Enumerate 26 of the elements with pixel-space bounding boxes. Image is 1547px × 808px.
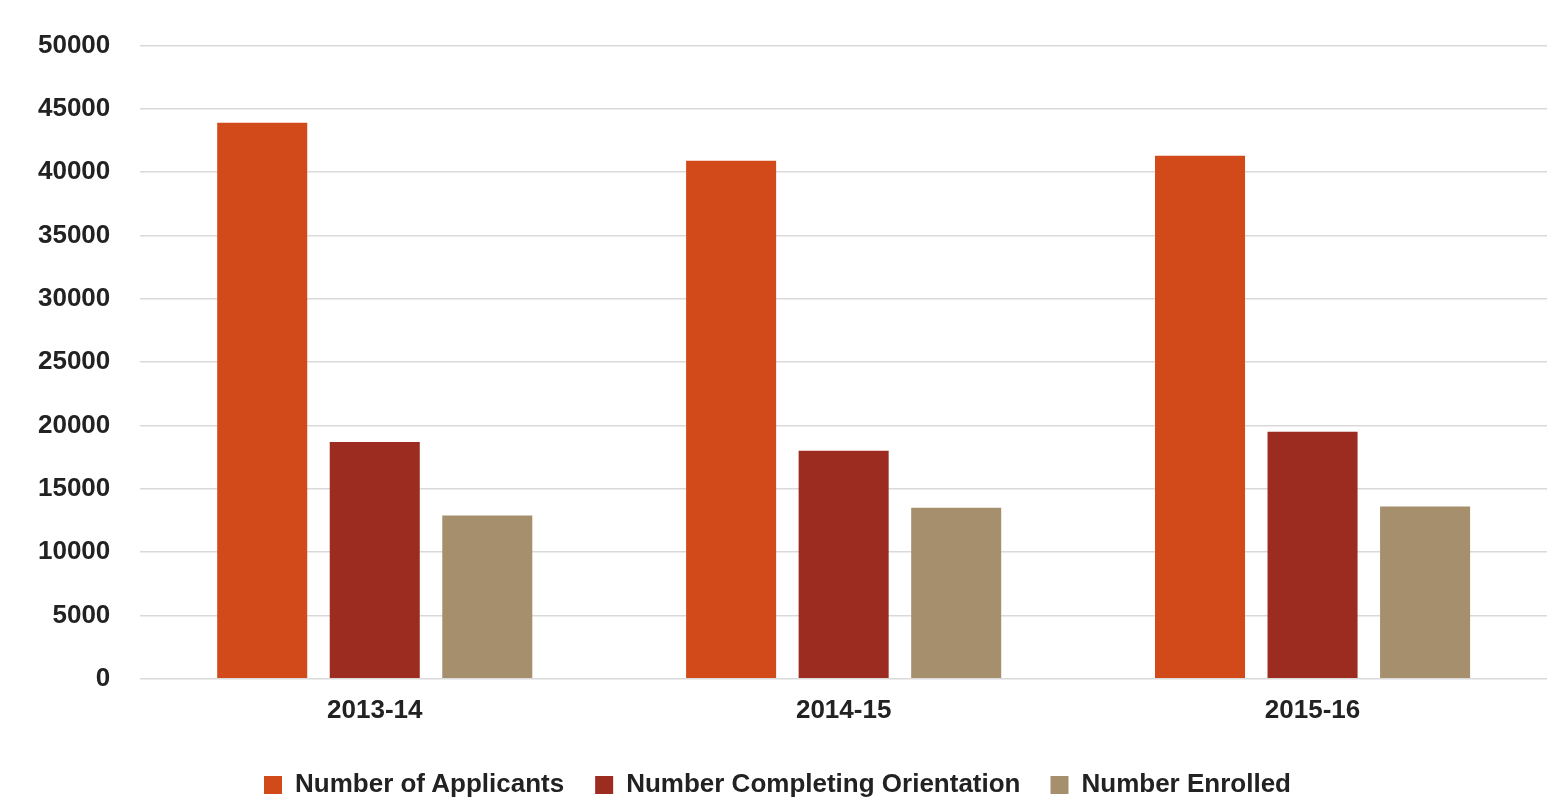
bar — [798, 450, 889, 679]
y-tick-label: 5000 — [52, 598, 111, 629]
x-tick-label: 2014-15 — [795, 693, 892, 724]
bar — [911, 507, 1002, 679]
bar — [686, 160, 777, 679]
y-tick-label: 45000 — [37, 92, 111, 123]
bar — [1380, 506, 1471, 679]
bar — [1267, 431, 1358, 679]
y-tick-label: 35000 — [37, 218, 111, 249]
x-tick-label: 2013-14 — [327, 693, 423, 724]
y-tick-label: 30000 — [37, 282, 111, 313]
x-tick-label: 2015-16 — [1264, 693, 1361, 724]
y-tick-label: 15000 — [37, 472, 111, 503]
y-tick-label: 40000 — [37, 155, 111, 186]
y-tick-label: 25000 — [37, 345, 111, 376]
legend-label: Number Enrolled — [1081, 768, 1291, 799]
y-tick-label: 10000 — [37, 535, 111, 566]
y-tick-label: 0 — [95, 661, 111, 692]
y-tick-label: 50000 — [37, 28, 111, 59]
bar — [329, 441, 420, 679]
bar — [217, 122, 308, 679]
bar — [1155, 155, 1246, 679]
legend-label: Number Completing Orientation — [626, 768, 1021, 799]
bar — [442, 515, 533, 679]
y-tick-label: 20000 — [37, 408, 111, 439]
legend-label: Number of Applicants — [295, 768, 565, 799]
